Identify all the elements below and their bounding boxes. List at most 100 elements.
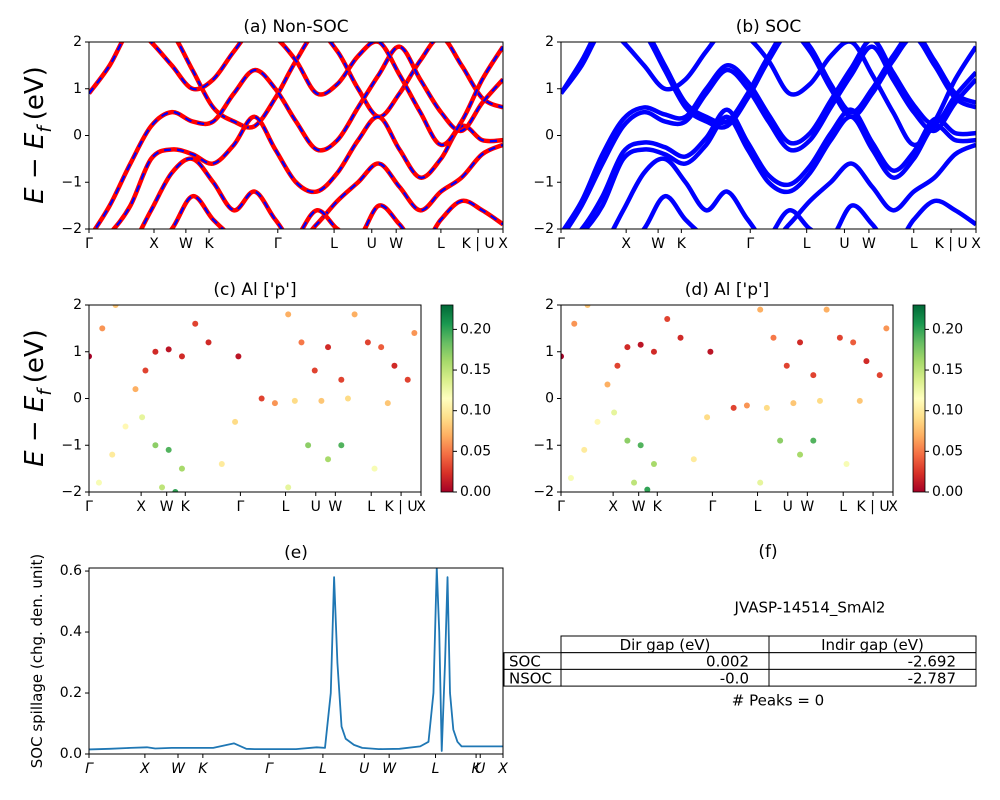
point	[271, 400, 278, 407]
x-tick-label: L	[754, 499, 762, 515]
point	[594, 418, 601, 425]
x-tick-label: U	[311, 499, 321, 515]
x-tick-label: L	[432, 761, 440, 777]
point	[704, 414, 711, 421]
point	[318, 397, 325, 404]
colorbar-tick-label: 0.10	[460, 403, 491, 419]
point	[584, 305, 591, 308]
y-axis-label: E − Ef (eV)	[20, 329, 56, 467]
point	[783, 362, 790, 369]
plot-area	[89, 568, 503, 752]
point	[743, 402, 750, 409]
plot-area	[89, 42, 503, 229]
point	[205, 339, 212, 346]
point	[770, 334, 777, 341]
plot-area	[89, 305, 418, 492]
cell-text: -2.692	[908, 653, 956, 671]
point	[89, 353, 92, 360]
point	[364, 339, 371, 346]
point	[218, 460, 225, 467]
y-tick-label: 0.2	[60, 685, 82, 701]
x-tick-label: X	[621, 236, 631, 252]
colorbar-tick-label: 0.15	[932, 362, 963, 378]
point	[850, 339, 857, 346]
point	[351, 311, 358, 318]
point	[325, 456, 332, 463]
band-line	[620, 42, 976, 148]
colorbar-tick-label: 0.05	[460, 443, 491, 459]
y-axis-label-sub: f	[35, 387, 56, 396]
point	[567, 474, 574, 481]
axes-frame	[88, 41, 504, 230]
y-tick-label: −1	[533, 174, 554, 190]
point	[637, 442, 644, 449]
point	[192, 320, 199, 327]
x-tick-label: K	[677, 236, 687, 252]
point	[836, 334, 843, 341]
y-tick-label: −2	[533, 484, 554, 500]
y-axis-label: E − Ef (eV)	[20, 66, 56, 204]
x-tick-label: K	[198, 761, 209, 777]
point	[298, 339, 305, 346]
point	[677, 334, 684, 341]
x-tick-label: Γ	[85, 499, 93, 515]
point	[152, 442, 159, 449]
point	[797, 451, 804, 458]
point	[178, 353, 185, 360]
header-text: Indir gap (eV)	[821, 636, 924, 654]
x-tick-label: L	[803, 236, 811, 252]
colorbar	[912, 304, 926, 493]
y-tick-label: 2	[545, 297, 554, 313]
y-tick-label: 2	[73, 34, 82, 50]
x-tick-label: K | U	[385, 499, 418, 515]
point	[561, 353, 564, 360]
y-tick-label: −2	[61, 484, 82, 500]
colorbar-tick-label: 0.00	[932, 484, 963, 500]
cell-text: 0.002	[706, 653, 749, 671]
y-axis-label-unit: (eV)	[20, 329, 50, 383]
axes-frame	[560, 41, 977, 230]
y-tick-label: 0	[545, 128, 554, 144]
point	[232, 418, 239, 425]
point	[624, 344, 631, 351]
point	[637, 341, 644, 348]
point	[338, 376, 345, 383]
point	[730, 404, 737, 411]
cell-text: NSOC	[509, 669, 552, 687]
point	[843, 460, 850, 467]
y-tick-label: −2	[61, 221, 82, 237]
point	[159, 484, 166, 491]
band-line	[89, 568, 503, 752]
point	[644, 486, 651, 492]
point	[139, 414, 146, 421]
y-tick-label: 1	[545, 344, 554, 360]
point	[707, 348, 714, 355]
band-line-overlay	[93, 45, 503, 229]
y-tick-label: 1	[545, 81, 554, 97]
y-tick-label: 0	[73, 391, 82, 407]
x-tick-label: L	[367, 499, 375, 515]
y-axis-label-unit: (eV)	[20, 66, 50, 120]
table-caption: JVASP-14514_SmAl2	[734, 599, 886, 618]
y-axis-label: SOC spillage (chg. den. unit)	[28, 554, 46, 769]
x-tick-label: K | U	[935, 236, 968, 252]
x-tick-label: Γ	[274, 236, 282, 252]
point	[777, 437, 784, 444]
band-line	[582, 114, 976, 229]
x-tick-label: W	[389, 236, 403, 252]
panel-title: (f)	[758, 542, 777, 562]
point	[109, 451, 116, 458]
panel-title: (b) SOC	[736, 17, 802, 37]
x-tick-label: L	[910, 236, 918, 252]
band-line-overlay	[112, 115, 503, 229]
x-tick-label: X	[971, 236, 981, 252]
point	[611, 409, 618, 416]
point	[258, 395, 265, 402]
x-tick-label: X	[139, 761, 150, 777]
colorbar	[440, 304, 454, 493]
x-tick-label: K | U	[462, 236, 495, 252]
y-axis-label-sub: f	[35, 124, 56, 133]
colorbar-tick-label: 0.20	[932, 321, 963, 337]
axes-frame	[560, 304, 894, 493]
